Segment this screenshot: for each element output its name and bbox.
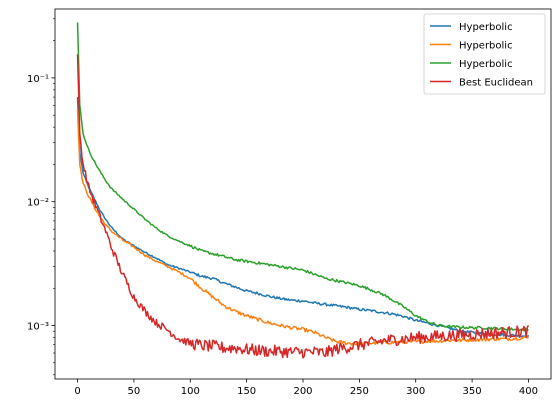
legend-label: Hyperbolic — [459, 22, 513, 33]
x-tick-label: 300 — [406, 386, 425, 397]
x-tick-label: 50 — [128, 386, 141, 397]
x-axis: 0 50 100 150 200 250 300 350 400 — [74, 379, 538, 397]
y-tick-label: 10⁻³ — [27, 322, 49, 333]
x-tick-label: 100 — [181, 386, 200, 397]
legend-label: Hyperbolic — [459, 59, 513, 70]
y-tick-label: 10⁻² — [27, 198, 49, 209]
x-tick-label: 350 — [463, 386, 482, 397]
series-line-1 — [76, 97, 530, 339]
legend-label: Best Euclidean — [459, 78, 533, 89]
x-tick-label: 250 — [350, 386, 369, 397]
series-line-3 — [76, 22, 529, 332]
legend-label: Hyperbolic — [459, 41, 513, 52]
y-tick-label: 10⁻¹ — [27, 74, 49, 85]
legend-box — [423, 13, 546, 95]
x-tick-label: 200 — [293, 386, 312, 397]
x-tick-label: 150 — [237, 386, 256, 397]
series-line-2 — [76, 109, 530, 347]
series-line-4 — [76, 54, 530, 359]
y-axis: 10⁻³ 10⁻² 10⁻¹ — [27, 18, 55, 376]
legend: Hyperbolic Hyperbolic Hyperbolic Best Eucli… — [423, 13, 546, 95]
plot-lines — [76, 22, 530, 359]
x-tick-label: 400 — [519, 386, 538, 397]
x-tick-label: 0 — [74, 386, 80, 397]
